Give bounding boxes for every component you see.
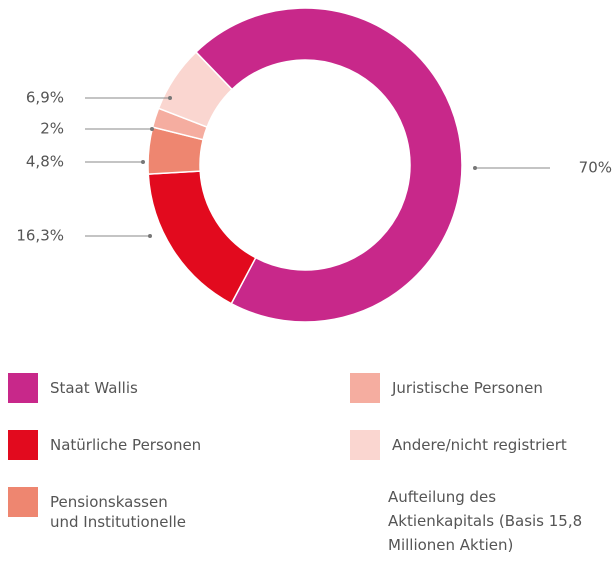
legend-swatch (8, 430, 38, 460)
legend-swatch (8, 373, 38, 403)
legend-swatch (350, 373, 380, 403)
legend-item: Juristische Personen (350, 373, 543, 403)
value-label: 16,3% (16, 227, 64, 245)
donut-segment (194, 7, 463, 323)
legend-label: Andere/nicht registriert (392, 436, 567, 454)
note: Aufteilung des Aktienkapitals (Basis 15,… (388, 488, 583, 554)
legend-item: Staat Wallis (8, 373, 138, 403)
legend-item: Natürliche Personen (8, 430, 201, 460)
legend-label: Pensionskassen und Institutionelle (50, 493, 187, 531)
donut-segment (147, 170, 257, 305)
leader-dot (168, 96, 172, 100)
leader-dot (148, 234, 152, 238)
legend-item: Pensionskassen und Institutionelle (8, 487, 208, 532)
value-label: 70% (579, 159, 612, 177)
legend-swatch (8, 487, 38, 517)
chart: 70% 16,3% 4,8% 2% 6,9% (16, 7, 612, 323)
leader-dot (141, 160, 145, 164)
value-label: 6,9% (26, 89, 64, 107)
leader-dot (150, 127, 154, 131)
legend-label: Staat Wallis (50, 379, 138, 397)
donut-segment (157, 51, 234, 129)
leader-dot (473, 166, 477, 170)
legend-label: Natürliche Personen (50, 436, 202, 454)
legend-swatch (350, 430, 380, 460)
legend-label: Juristische Personen (392, 379, 543, 397)
value-label: 4,8% (26, 153, 64, 171)
legend-item: Andere/nicht registriert (350, 430, 567, 460)
value-label: 2% (40, 120, 64, 138)
